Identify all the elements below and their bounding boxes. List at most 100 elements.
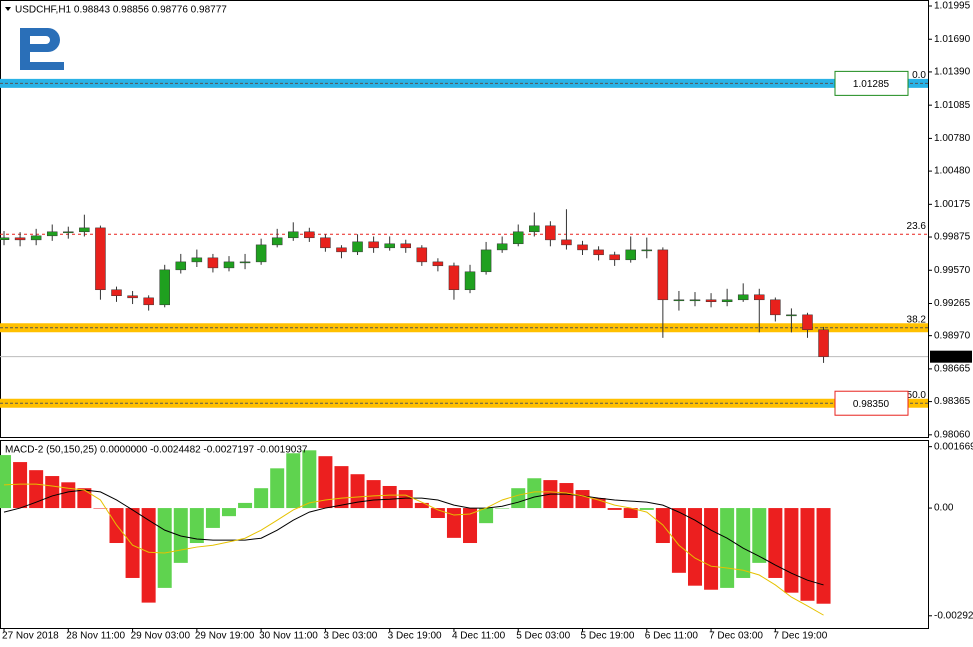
price-box-frame: [834, 70, 909, 96]
y-tick-label: 1.01085: [934, 100, 971, 111]
level-label: 38.2: [907, 314, 927, 325]
x-tick-label: 27 Nov 2018: [2, 631, 59, 642]
histogram-bar: [205, 508, 220, 528]
x-tick-label: 7 Dec 19:00: [773, 631, 827, 642]
histogram-bar: [479, 508, 494, 524]
histogram-bar: [446, 508, 461, 538]
candle-body: [705, 299, 717, 303]
signal-line: [3, 489, 824, 586]
candle-body: [95, 227, 106, 291]
histogram-bar: [607, 508, 622, 510]
x-tick-label: 7 Dec 03:00: [709, 631, 763, 642]
candle-body: [545, 225, 556, 241]
candle-body: [593, 249, 604, 256]
candle-body: [689, 299, 701, 302]
candle-body: [14, 237, 26, 241]
menu-arrow: [5, 7, 11, 11]
candle-body: [641, 249, 653, 252]
x-tick-label: 29 Nov 03:00: [131, 631, 191, 642]
candle-body: [400, 243, 411, 249]
histogram-bar: [302, 450, 317, 509]
candle-body: [512, 231, 524, 245]
candle-body: [143, 297, 154, 306]
histogram-bar: [221, 508, 236, 517]
histogram-bar: [125, 508, 140, 578]
candle-body: [46, 231, 58, 237]
y-tick-label: 0.98665: [934, 364, 971, 375]
candle-body: [304, 231, 315, 239]
candle-body: [786, 314, 797, 317]
histogram-bar: [45, 476, 60, 509]
candle-body: [191, 257, 203, 263]
candle-body: [802, 314, 813, 331]
level-label: 0.0: [912, 70, 926, 81]
histogram-bar: [157, 508, 172, 588]
histogram-bar: [13, 462, 28, 509]
x-tick-label: 29 Nov 19:00: [195, 631, 255, 642]
x-tick-label: 5 Dec 03:00: [516, 631, 570, 642]
histogram-bar: [77, 488, 92, 509]
candle-body: [432, 261, 444, 267]
histogram-bar: [93, 508, 108, 509]
last-price-box: [930, 350, 972, 363]
y-tick-label: 0.98060: [934, 429, 971, 440]
main-title: USDCHF,H1 0.98843 0.98856 0.98776 0.9877…: [15, 5, 227, 16]
candle-body: [737, 294, 749, 301]
candle-body: [207, 257, 219, 269]
candle-body: [721, 299, 733, 303]
macd-title: MACD-2 (50,150,25) 0.0000000 -0.0024482 …: [5, 445, 308, 456]
histogram-bar: [687, 508, 702, 586]
histogram-bar: [784, 508, 799, 593]
y-tick-label: 0.00: [934, 503, 954, 514]
y-tick-label: 0.98970: [934, 330, 971, 341]
histogram-bar: [800, 508, 815, 601]
candle-body: [480, 249, 492, 273]
histogram-bar: [430, 508, 445, 518]
candle-body: [770, 299, 781, 316]
candle-body: [609, 254, 620, 261]
candle-body: [175, 261, 187, 271]
histogram-bar: [173, 508, 188, 563]
main-panel: [0, 0, 929, 438]
candle-body: [561, 239, 572, 246]
price-box-frame: [834, 390, 909, 416]
y-tick-label: 1.00780: [934, 133, 971, 144]
level-label: 23.6: [907, 221, 927, 232]
level-label: 50.0: [907, 390, 927, 401]
histogram-bar: [270, 468, 285, 509]
histogram-bar: [752, 508, 767, 563]
y-tick-label: 1.01390: [934, 67, 971, 78]
histogram-bar: [318, 456, 333, 509]
last-price-label: 0.98777: [933, 351, 970, 362]
candle-body: [271, 237, 283, 246]
y-tick-label: 0.99570: [934, 265, 971, 276]
price-box: 1.01285: [834, 70, 909, 96]
candle-body: [754, 294, 765, 301]
candle-body: [352, 241, 363, 253]
y-tick-label: 1.00480: [934, 166, 971, 177]
candle-body: [818, 329, 829, 357]
candle-body: [657, 249, 669, 301]
histogram-bar: [720, 508, 735, 588]
x-tick-label: 28 Nov 11:00: [66, 631, 125, 642]
y-tick-label: 1.01690: [934, 34, 971, 45]
histogram-bar: [141, 508, 156, 603]
y-tick-label: 0.001669: [934, 441, 973, 452]
candle-body: [127, 295, 138, 299]
candle-body: [30, 235, 42, 241]
candle-body: [336, 247, 347, 253]
candle-body: [416, 247, 428, 263]
histogram-bar: [238, 502, 253, 509]
y-tick-label: 1.01995: [934, 1, 971, 12]
histogram-bar: [736, 508, 751, 578]
histogram-bar: [527, 478, 542, 509]
candle-body: [448, 265, 460, 291]
candle-body: [577, 244, 588, 251]
candle-body: [0, 237, 10, 241]
histogram-bar: [61, 482, 76, 509]
candle-body: [496, 243, 508, 251]
x-tick-label: 4 Dec 11:00: [452, 631, 506, 642]
candle-body: [288, 231, 299, 239]
histogram-bar: [671, 508, 686, 573]
